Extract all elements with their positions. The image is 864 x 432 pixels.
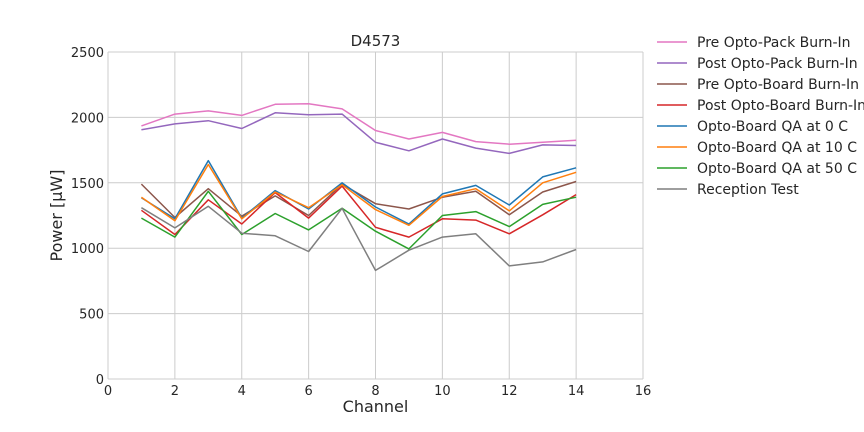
x-tick-label: 10	[434, 384, 451, 399]
y-tick-label: 1500	[71, 177, 104, 192]
y-tick-label: 2000	[71, 111, 104, 126]
legend-label: Opto-Board QA at 0 C	[697, 119, 848, 135]
x-tick-label: 4	[238, 384, 246, 399]
legend-label: Post Opto-Board Burn-In	[697, 98, 864, 114]
x-axis-label: Channel	[343, 397, 409, 416]
series-line-6	[140, 163, 577, 227]
y-tick-label: 1000	[71, 242, 104, 257]
x-tick-label: 8	[371, 384, 379, 399]
chart-title: D4573	[351, 32, 401, 50]
series-line-2	[141, 112, 577, 155]
series-lines	[140, 102, 577, 272]
legend-label: Opto-Board QA at 50 C	[697, 161, 857, 177]
y-tick-label: 2500	[71, 46, 104, 61]
legend-label: Reception Test	[697, 182, 799, 198]
x-tick-label: 6	[304, 384, 312, 399]
y-tick-labels: 0 500 1000 1500 2000 2500	[71, 46, 104, 388]
series-line-5	[141, 159, 577, 225]
legend-label: Opto-Board QA at 10 C	[697, 140, 857, 156]
x-tick-label: 14	[568, 384, 585, 399]
x-tick-label: 0	[104, 384, 112, 399]
series-line-1	[141, 102, 577, 145]
y-axis-label: Power [μW]	[47, 170, 66, 262]
legend-label: Pre Opto-Pack Burn-In	[697, 35, 851, 51]
x-tick-label: 12	[501, 384, 518, 399]
series-line-4	[140, 185, 577, 238]
series-line-8	[141, 205, 577, 272]
y-tick-label: 0	[96, 373, 104, 388]
x-tick-labels: 0 2 4 6 8 10 12 14 16	[104, 384, 651, 399]
legend: Pre Opto-Pack Burn-In Post Opto-Pack Burn…	[657, 35, 864, 198]
legend-label: Post Opto-Pack Burn-In	[697, 56, 858, 72]
x-tick-label: 16	[635, 384, 652, 399]
grid-lines	[107, 51, 644, 380]
y-tick-label: 500	[79, 308, 104, 323]
x-tick-label: 2	[171, 384, 179, 399]
series-line-7	[141, 190, 577, 250]
series-line-3	[140, 180, 577, 219]
legend-label: Pre Opto-Board Burn-In	[697, 77, 859, 93]
